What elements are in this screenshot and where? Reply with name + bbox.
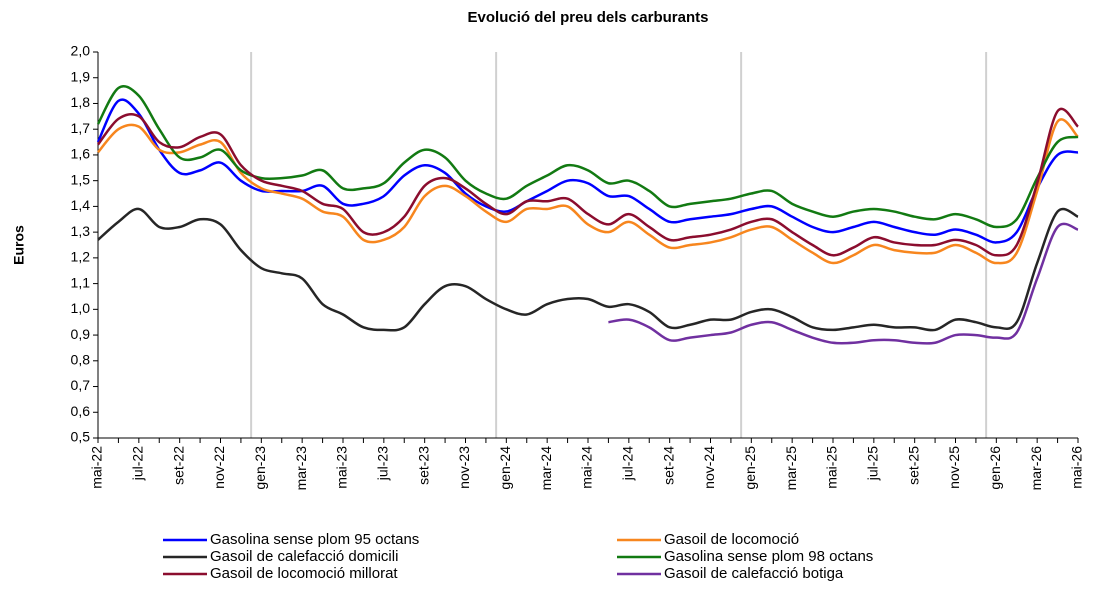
x-tick-label: mai-25 bbox=[824, 446, 840, 489]
x-tick-label: mar-26 bbox=[1028, 446, 1044, 491]
x-tick-label: mai-23 bbox=[334, 446, 350, 489]
y-tick-label: 1,0 bbox=[71, 300, 91, 316]
x-tick-label: gen-23 bbox=[252, 446, 268, 490]
x-tick-label: mar-23 bbox=[293, 446, 309, 491]
legend-label: Gasolina sense plom 95 octans bbox=[210, 531, 419, 548]
series-line bbox=[97, 207, 1079, 332]
x-tick-label: set-24 bbox=[660, 446, 676, 485]
series-line bbox=[97, 118, 1079, 265]
x-tick-label: jul-23 bbox=[375, 446, 391, 481]
x-tick-label: set-25 bbox=[905, 446, 921, 485]
x-tick-label: set-23 bbox=[415, 446, 431, 485]
y-tick-label: 1,7 bbox=[71, 120, 91, 136]
legend-label: Gasolina sense plom 98 octans bbox=[664, 548, 873, 565]
series-line bbox=[608, 222, 1079, 345]
legend-label: Gasoil de locomoció bbox=[664, 531, 799, 548]
y-tick-label: 0,9 bbox=[71, 326, 91, 342]
series-line bbox=[97, 107, 1079, 257]
y-tick-label: 1,3 bbox=[71, 223, 91, 239]
y-tick-label: 1,1 bbox=[71, 274, 91, 290]
x-tick-label: set-22 bbox=[170, 446, 186, 485]
legend-label: Gasoil de locomoció millorat bbox=[210, 565, 398, 582]
x-tick-label: jul-25 bbox=[865, 446, 881, 481]
series-line bbox=[96, 85, 1079, 229]
x-tick-label: nov-22 bbox=[211, 446, 227, 489]
x-tick-label: jul-24 bbox=[620, 446, 636, 481]
x-tick-label: nov-24 bbox=[701, 446, 717, 489]
x-tick-label: gen-24 bbox=[497, 446, 513, 490]
x-tick-label: gen-25 bbox=[742, 446, 758, 490]
x-tick-label: mar-24 bbox=[538, 446, 554, 491]
y-tick-label: 0,6 bbox=[71, 403, 91, 419]
legend-label: Gasoil de calefacció botiga bbox=[664, 565, 844, 582]
x-tick-label: nov-23 bbox=[456, 446, 472, 489]
y-tick-label: 1,9 bbox=[71, 68, 91, 84]
y-tick-label: 2,0 bbox=[71, 43, 91, 59]
x-tick-label: gen-26 bbox=[987, 446, 1003, 490]
y-tick-label: 1,8 bbox=[71, 94, 91, 110]
chart-title: Evolució del preu dels carburants bbox=[468, 9, 709, 26]
x-tick-label: mai-24 bbox=[579, 446, 595, 489]
x-tick-label: mar-25 bbox=[783, 446, 799, 491]
x-tick-label: mai-22 bbox=[89, 446, 105, 489]
y-tick-label: 0,7 bbox=[71, 377, 91, 393]
y-axis-label: Euros bbox=[11, 225, 27, 265]
legend-label: Gasoil de calefacció domicili bbox=[210, 548, 398, 565]
x-tick-label: nov-25 bbox=[946, 446, 962, 489]
series-line bbox=[96, 98, 1079, 244]
x-tick-label: mai-26 bbox=[1069, 446, 1085, 489]
y-tick-label: 0,8 bbox=[71, 352, 91, 368]
y-tick-label: 0,5 bbox=[71, 429, 91, 445]
y-tick-label: 1,5 bbox=[71, 171, 91, 187]
y-tick-label: 1,4 bbox=[71, 197, 91, 213]
y-tick-label: 1,6 bbox=[71, 146, 91, 162]
x-tick-label: jul-22 bbox=[130, 446, 146, 481]
y-tick-label: 1,2 bbox=[71, 249, 91, 265]
